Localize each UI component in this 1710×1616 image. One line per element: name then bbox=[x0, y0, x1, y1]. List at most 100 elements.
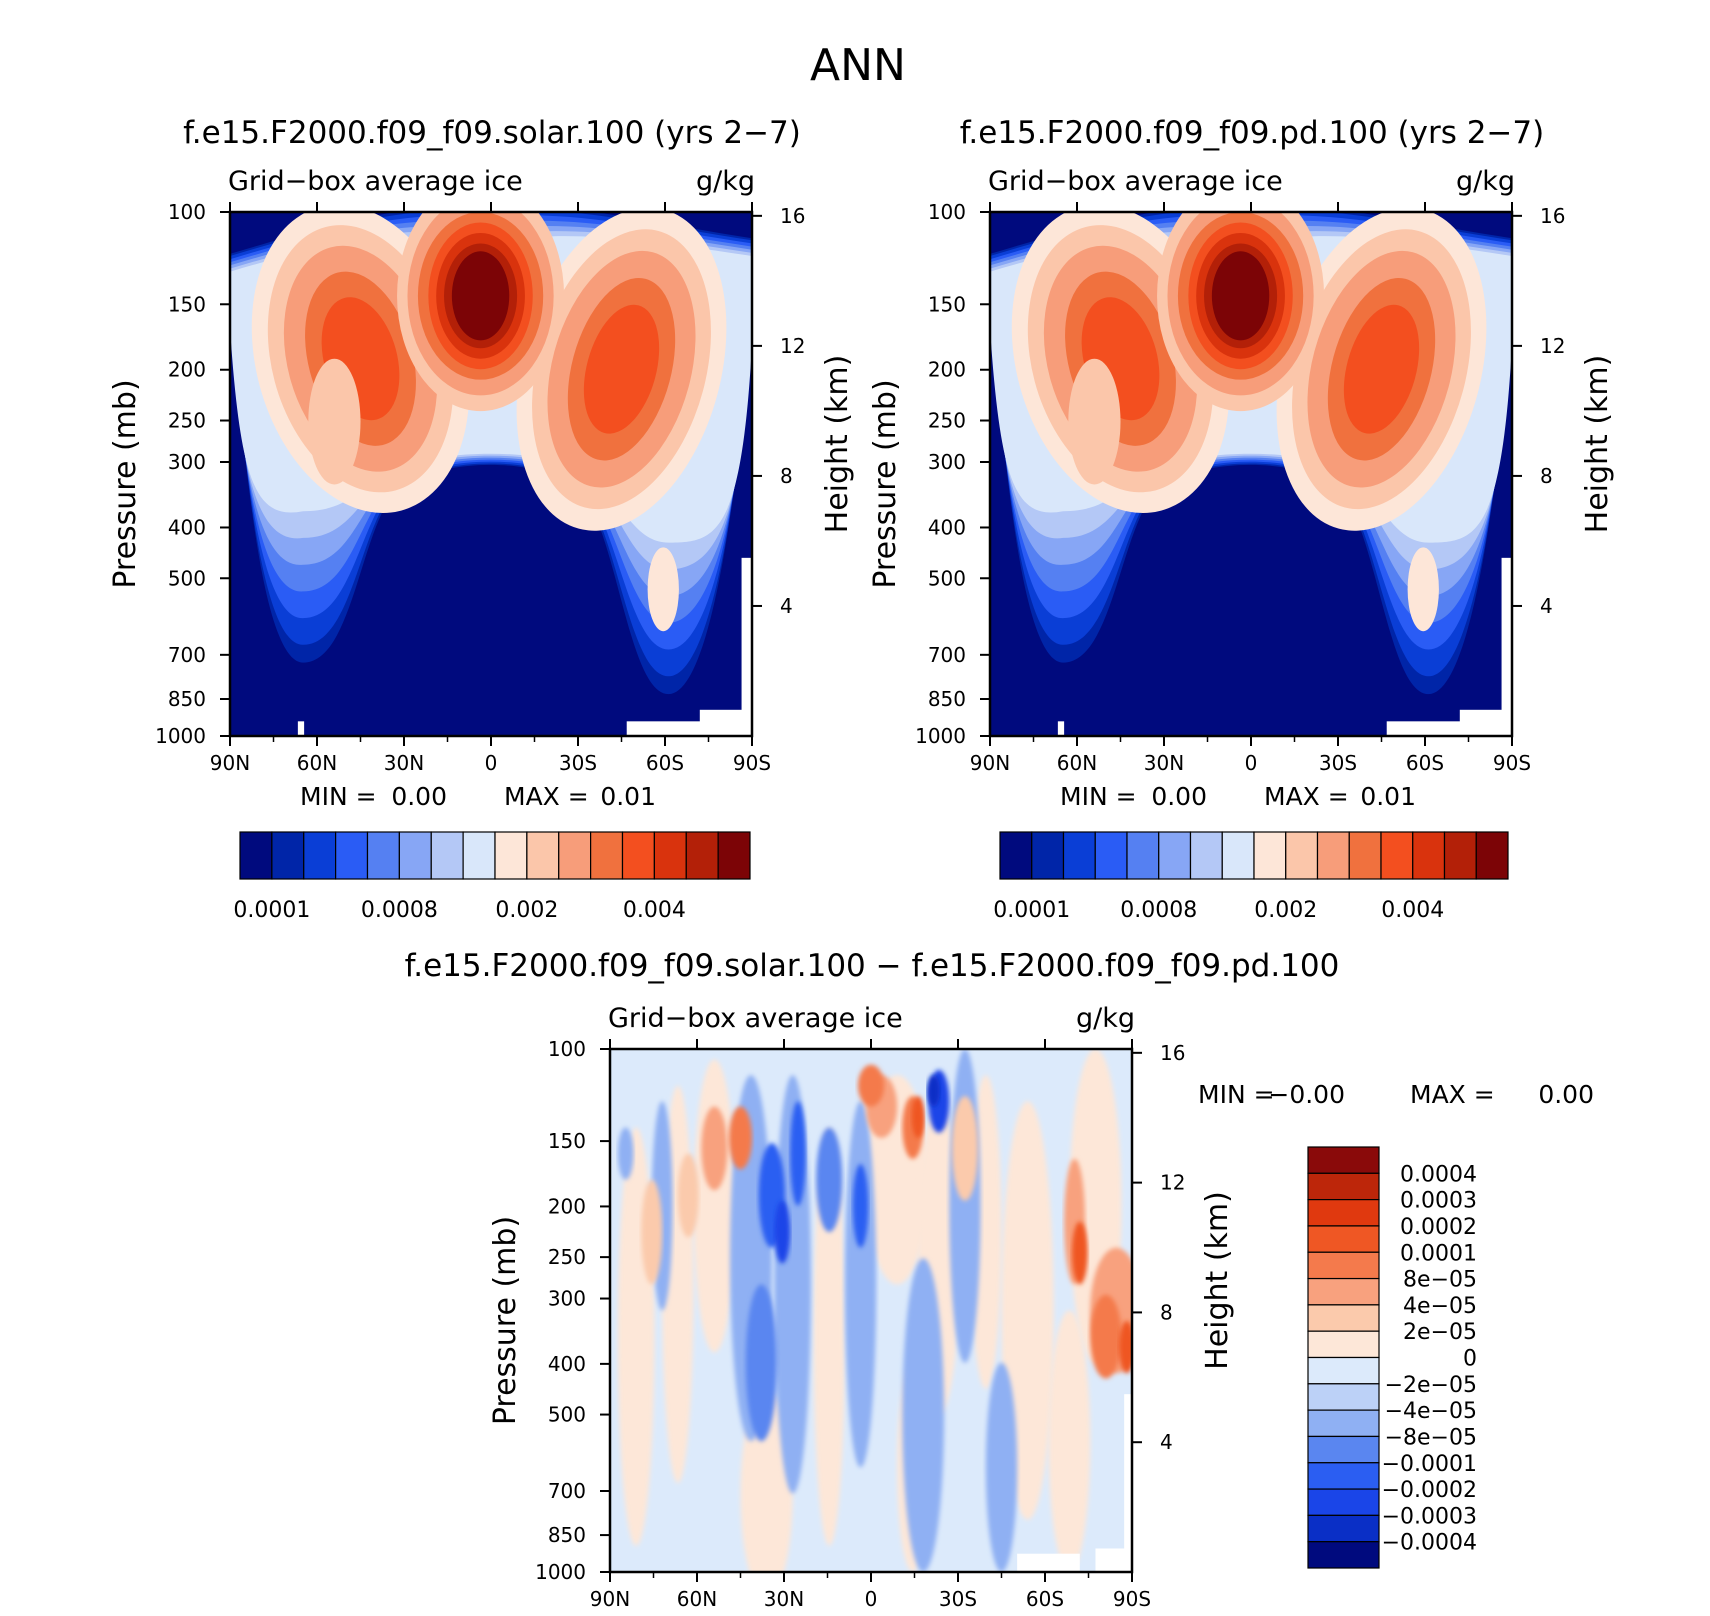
contour-level bbox=[641, 1179, 663, 1285]
contour-level bbox=[451, 251, 510, 341]
min-label: MIN = bbox=[300, 782, 377, 811]
contour-level bbox=[902, 1258, 945, 1572]
y-tick-label: 100 bbox=[168, 200, 206, 224]
colorbar-label: 0.002 bbox=[1254, 898, 1317, 923]
contour-level bbox=[911, 1096, 925, 1138]
y-tick-label: 1000 bbox=[535, 1560, 586, 1584]
colorbar-box bbox=[462, 831, 496, 880]
y2-tick-label: 16 bbox=[1160, 1041, 1185, 1065]
colorbar-label: −8e−05 bbox=[1385, 1425, 1477, 1450]
missing-data bbox=[1095, 1548, 1132, 1572]
contour-level bbox=[583, 304, 660, 434]
colorbar-box bbox=[335, 831, 369, 880]
y2-tick-label: 4 bbox=[1540, 594, 1553, 618]
contour-level bbox=[852, 1164, 869, 1248]
contour-level bbox=[1071, 1221, 1088, 1285]
y2-tick-label: 8 bbox=[1540, 464, 1553, 488]
contour-level bbox=[308, 358, 361, 485]
y-tick-label: 300 bbox=[928, 450, 966, 474]
x-tick-label: 90N bbox=[210, 751, 250, 775]
contour-level bbox=[1211, 251, 1270, 341]
y-tick-label: 100 bbox=[548, 1037, 586, 1061]
panel-title: f.e15.F2000.f09_f09.solar.100 − f.e15.F2… bbox=[405, 948, 1340, 984]
colorbar-box bbox=[1031, 831, 1065, 880]
y-axis-title: Pressure (mb) bbox=[108, 379, 143, 588]
colorbar-box bbox=[1412, 831, 1446, 880]
colorbar-label: 4e−05 bbox=[1403, 1294, 1477, 1319]
min-value: 0.00 bbox=[391, 782, 447, 811]
y-tick-label: 850 bbox=[928, 687, 966, 711]
contour-level bbox=[1068, 358, 1121, 485]
colorbar-box bbox=[1253, 831, 1287, 880]
contour-level bbox=[844, 1101, 877, 1468]
x-tick-label: 30S bbox=[939, 1587, 977, 1611]
contour-level bbox=[951, 1096, 979, 1201]
colorbar-label: −4e−05 bbox=[1385, 1399, 1477, 1424]
colorbar-label: 0.0008 bbox=[361, 898, 438, 923]
colorbar-box bbox=[653, 831, 687, 880]
colorbar-box bbox=[1221, 831, 1255, 880]
max-value: 0.01 bbox=[1360, 782, 1416, 811]
colorbar-box bbox=[1307, 1435, 1380, 1464]
panel-solar: f.e15.F2000.f09_f09.solar.100 (yrs 2−7) G… bbox=[108, 115, 855, 923]
x-tick-label: 60N bbox=[297, 751, 337, 775]
y2-axis-title: Height (km) bbox=[1200, 1191, 1235, 1370]
colorbar-label: 0.004 bbox=[623, 898, 686, 923]
x-tick-label: 60N bbox=[1057, 751, 1097, 775]
colorbar-box bbox=[1094, 831, 1128, 880]
colorbar-box bbox=[590, 831, 624, 880]
contour-level bbox=[813, 1127, 845, 1546]
missing-data bbox=[1057, 721, 1065, 736]
colorbar-box bbox=[1348, 831, 1382, 880]
colorbar-box bbox=[303, 831, 337, 880]
y-tick-label: 250 bbox=[548, 1245, 586, 1269]
y-tick-label: 700 bbox=[168, 643, 206, 667]
units-label: g/kg bbox=[696, 166, 755, 197]
colorbar-label: 2e−05 bbox=[1403, 1320, 1477, 1345]
missing-data bbox=[741, 557, 752, 736]
y-tick-label: 150 bbox=[928, 292, 966, 316]
x-tick-label: 90S bbox=[733, 751, 771, 775]
x-tick-label: 90N bbox=[590, 1587, 630, 1611]
y-tick-label: 400 bbox=[928, 515, 966, 539]
colorbar-box bbox=[430, 831, 464, 880]
x-tick-label: 60S bbox=[1406, 751, 1444, 775]
contour-level bbox=[927, 1075, 940, 1107]
panel-title: f.e15.F2000.f09_f09.solar.100 (yrs 2−7) bbox=[183, 115, 801, 151]
x-tick-label: 30N bbox=[764, 1587, 804, 1611]
y-axis-title: Pressure (mb) bbox=[488, 1216, 523, 1425]
x-tick-label: 60S bbox=[646, 751, 684, 775]
contour-level bbox=[745, 1284, 778, 1442]
variable-label: Grid−box average ice bbox=[228, 166, 523, 197]
panel-diff: f.e15.F2000.f09_f09.solar.100 − f.e15.F2… bbox=[405, 948, 1594, 1611]
colorbar-box bbox=[1307, 1199, 1380, 1227]
contour-level bbox=[1090, 1294, 1122, 1379]
y2-tick-label: 4 bbox=[1160, 1430, 1173, 1454]
contour-level bbox=[1343, 304, 1420, 434]
min-label: MIN = bbox=[1060, 782, 1137, 811]
colorbar-box bbox=[999, 831, 1033, 880]
y-tick-label: 700 bbox=[548, 1479, 586, 1503]
colorbar-label: 0.0001 bbox=[233, 898, 310, 923]
colorbar-box bbox=[1307, 1172, 1380, 1201]
contour-level bbox=[617, 1127, 634, 1180]
variable-label: Grid−box average ice bbox=[988, 166, 1283, 197]
colorbar-box bbox=[621, 831, 655, 880]
missing-data bbox=[1124, 1394, 1132, 1572]
variable-label: Grid−box average ice bbox=[608, 1003, 903, 1034]
y-axis-title: Pressure (mb) bbox=[868, 379, 903, 588]
colorbar-box bbox=[1158, 831, 1192, 880]
y-tick-label: 500 bbox=[928, 566, 966, 590]
missing-data bbox=[626, 721, 711, 736]
y-tick-label: 300 bbox=[548, 1287, 586, 1311]
colorbar-box bbox=[1475, 831, 1509, 880]
colorbar-label: 0.0002 bbox=[1400, 1215, 1477, 1240]
colorbar-box bbox=[558, 831, 592, 880]
colorbar-box bbox=[1316, 831, 1350, 880]
colorbar-label: 0.002 bbox=[495, 898, 558, 923]
colorbar-label: 0.004 bbox=[1381, 898, 1444, 923]
colorbar-box bbox=[1307, 1277, 1380, 1306]
colorbar-box bbox=[1307, 1330, 1380, 1359]
x-tick-label: 30S bbox=[1319, 751, 1357, 775]
y-tick-label: 400 bbox=[548, 1352, 586, 1376]
